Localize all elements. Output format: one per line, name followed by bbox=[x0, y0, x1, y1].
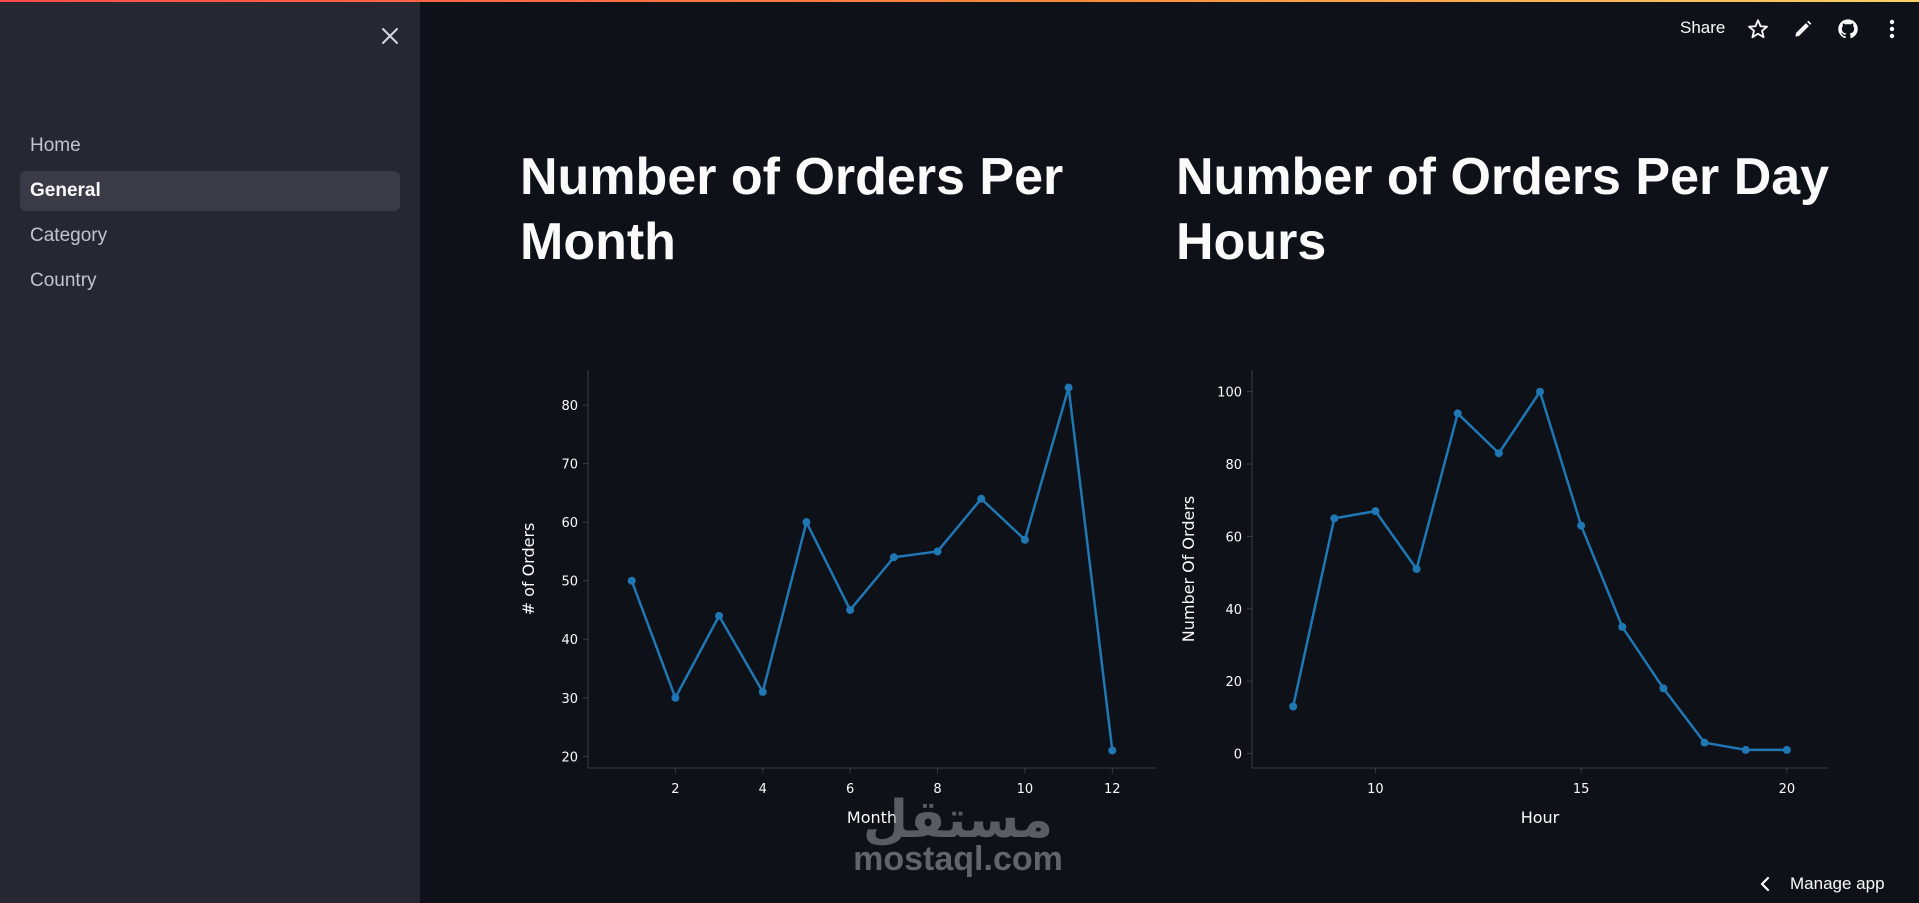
top-decoration-bar bbox=[0, 0, 1919, 2]
y-axis-label: # of Orders bbox=[520, 523, 538, 616]
x-tick-label: 15 bbox=[1573, 782, 1590, 797]
data-point bbox=[758, 687, 767, 696]
data-point bbox=[1700, 738, 1709, 747]
sidebar-item-country[interactable]: Country bbox=[20, 261, 400, 301]
sidebar-item-general[interactable]: General bbox=[20, 171, 400, 211]
data-point bbox=[1494, 449, 1503, 458]
x-tick-label: 10 bbox=[1367, 782, 1384, 797]
data-point bbox=[1577, 521, 1586, 530]
y-tick-label: 30 bbox=[561, 692, 578, 707]
sidebar-item-label: General bbox=[30, 180, 101, 201]
y-tick-label: 40 bbox=[1225, 603, 1242, 618]
y-tick-label: 80 bbox=[1225, 458, 1242, 473]
sidebar-nav: Home General Category Country bbox=[20, 126, 400, 306]
y-tick-label: 20 bbox=[1225, 675, 1242, 690]
sidebar-item-label: Home bbox=[30, 135, 81, 156]
x-tick-label: 8 bbox=[933, 782, 941, 797]
x-tick-label: 4 bbox=[759, 782, 767, 797]
page-title: Number of Orders Per Day Hours bbox=[1176, 148, 1830, 271]
orders-per-month-chart: 20 30 40 50 60 70 80 2 4 6 8 10 12 Month # of Orders bbox=[519, 360, 1160, 844]
data-point bbox=[933, 547, 942, 556]
data-point bbox=[802, 518, 811, 527]
close-sidebar-button[interactable] bbox=[376, 22, 404, 50]
data-point bbox=[1453, 409, 1462, 418]
y-tick-label: 20 bbox=[561, 750, 578, 765]
sidebar-item-home[interactable]: Home bbox=[20, 126, 400, 166]
sidebar: Home General Category Country bbox=[0, 2, 420, 903]
y-tick-label: 80 bbox=[561, 399, 578, 414]
x-tick-label: 12 bbox=[1104, 782, 1121, 797]
chevron-left-icon bbox=[1760, 876, 1770, 892]
line-chart: 0 20 40 60 80 100 10 15 20 Hour Number Of Orders bbox=[1179, 370, 1828, 827]
y-tick-label: 100 bbox=[1217, 386, 1242, 401]
y-tick-label: 40 bbox=[561, 633, 578, 648]
data-point bbox=[1412, 565, 1421, 573]
github-icon[interactable] bbox=[1836, 17, 1860, 41]
data-point bbox=[1330, 514, 1339, 523]
series-line bbox=[1291, 390, 1787, 752]
data-point bbox=[1741, 745, 1750, 754]
manage-app-label: Manage app bbox=[1790, 874, 1885, 893]
data-point bbox=[1108, 746, 1117, 755]
data-point bbox=[846, 605, 855, 614]
data-point bbox=[889, 553, 898, 562]
pencil-icon[interactable] bbox=[1791, 17, 1815, 41]
x-tick-label: 10 bbox=[1017, 782, 1034, 797]
y-tick-label: 60 bbox=[561, 516, 578, 531]
x-tick-label: 20 bbox=[1779, 782, 1796, 797]
x-tick-label: 2 bbox=[671, 782, 679, 797]
y-tick-label: 60 bbox=[1225, 530, 1242, 545]
sidebar-item-label: Category bbox=[30, 225, 108, 246]
data-point bbox=[1289, 702, 1298, 711]
data-point bbox=[977, 494, 986, 503]
data-point bbox=[1659, 684, 1668, 693]
line-chart: 20 30 40 50 60 70 80 2 4 6 8 10 12 Month # of Orders bbox=[519, 370, 1156, 827]
sidebar-item-label: Country bbox=[30, 270, 97, 291]
y-tick-label: 50 bbox=[561, 575, 578, 590]
data-point bbox=[1536, 387, 1544, 396]
orders-per-hour-chart: 0 20 40 60 80 100 10 15 20 Hour Number Of Orders bbox=[1176, 360, 1836, 844]
data-point bbox=[1782, 745, 1791, 754]
share-button[interactable]: Share bbox=[1680, 18, 1726, 37]
data-point bbox=[671, 693, 680, 702]
data-point bbox=[1064, 383, 1073, 392]
star-icon[interactable] bbox=[1746, 17, 1770, 41]
y-tick-label: 70 bbox=[561, 458, 578, 473]
data-point bbox=[1371, 507, 1380, 516]
x-axis-label: Month bbox=[847, 808, 897, 827]
y-tick-label: 0 bbox=[1234, 748, 1242, 763]
page-title: Number of Orders Per Month bbox=[520, 148, 1064, 271]
x-tick-label: 6 bbox=[846, 782, 854, 797]
kebab-menu-icon[interactable] bbox=[1880, 17, 1904, 41]
data-point bbox=[1020, 535, 1029, 544]
close-icon bbox=[382, 28, 398, 44]
series-line bbox=[630, 386, 1114, 751]
y-axis-label: Number Of Orders bbox=[1179, 496, 1198, 642]
manage-app-button[interactable]: Manage app bbox=[1760, 872, 1885, 896]
watermark-site: mostaql.com bbox=[853, 840, 1063, 878]
sidebar-item-category[interactable]: Category bbox=[20, 216, 400, 256]
x-axis-label: Hour bbox=[1521, 808, 1560, 827]
data-point bbox=[1618, 622, 1627, 631]
data-point bbox=[715, 611, 724, 620]
data-point bbox=[627, 576, 636, 585]
